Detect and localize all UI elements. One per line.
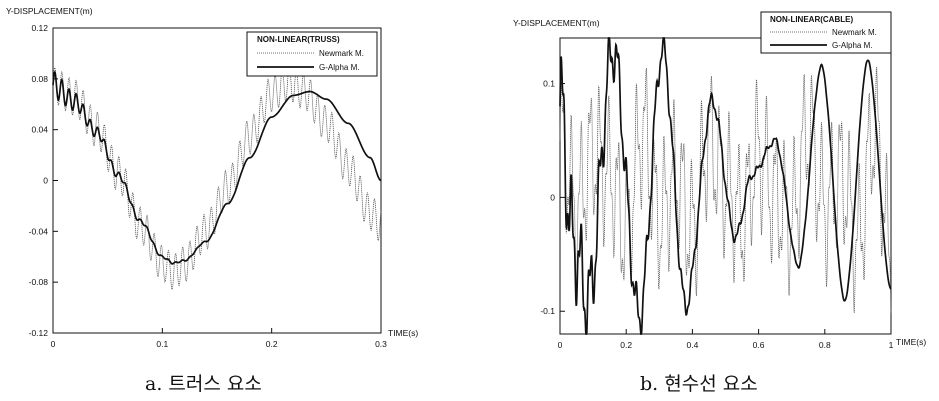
chart-cable-xtick-label: 0.4 [686,340,698,350]
chart-cable-plot-frame [559,37,892,335]
chart-cable-ytick-label: -0.1 [540,306,555,316]
chart-truss-legend: NON-LINEAR(TRUSS) Newmark M. G-Alpha M. [246,31,378,77]
chart-cable-xlabel: TIME(s) [896,337,926,347]
chart-truss-series-newmark-line [52,64,382,291]
chart-cable-ytick-label: 0 [550,192,555,202]
chart-truss-ytick-label: 0.12 [31,23,48,33]
chart-truss-legend-newmark-label: Newmark M. [319,49,364,58]
chart-cable-xtick-label: 0.8 [819,340,831,350]
chart-truss-y-ticks: 0.12 0.08 0.04 0 -0.04 -0.08 -0.12 [29,23,58,338]
chart-cable-legend-title: NON-LINEAR(CABLE) [770,15,853,24]
chart-cable-series-galpha-line [559,37,892,335]
chart-cable-ylabel: Y-DISPLACEMENT(m) [513,18,600,28]
chart-cable-xtick-label: 1 [889,340,894,350]
chart-truss-caption: a. 트러스 요소 [145,373,262,395]
chart-truss-ytick-label: 0.08 [31,74,48,84]
chart-truss-ytick-label: -0.12 [29,328,49,338]
chart-truss-xtick-label: 0.1 [156,339,168,349]
chart-truss-legend-galpha-label: G-Alpha M. [319,63,359,72]
chart-truss-ytick-label: 0.04 [31,125,48,135]
chart-cable-xtick-label: 0 [558,340,563,350]
chart-truss-xtick-label: 0.2 [266,339,278,349]
chart-cable-ytick-label: 0.1 [543,79,555,89]
chart-cable-series [559,37,892,335]
chart-cable-xtick-label: 0.6 [753,340,765,350]
chart-truss-xtick-label: 0.3 [375,339,387,349]
chart-truss-ytick-label: 0 [43,176,48,186]
chart-cable-y-ticks: 0.1 0 -0.1 [540,79,565,316]
chart-cable-xtick-label: 0.2 [620,340,632,350]
chart-cable-caption: b. 현수선 요소 [640,373,758,395]
chart-cable-legend-newmark-label: Newmark M. [832,28,877,37]
chart-cable-legend-box [760,11,892,54]
chart-truss-series [52,64,382,291]
chart-cable-legend: NON-LINEAR(CABLE) Newmark M. G-Alpha M. [760,11,892,54]
chart-truss-series-galpha-line [52,70,382,265]
chart-truss-legend-title: NON-LINEAR(TRUSS) [257,35,340,44]
chart-truss-ylabel: Y-DISPLACEMENT(m) [6,6,93,16]
chart-cable: Y-DISPLACEMENT(m) 0.1 0 -0.1 0 0.2 0.4 0.6 0.8… [513,11,926,395]
chart-truss-xlabel: TIME(s) [388,328,418,338]
chart-cable-legend-galpha-label: G-Alpha M. [832,41,872,50]
chart-truss-ytick-label: -0.08 [29,277,49,287]
chart-truss-x-ticks: 0 0.1 0.2 0.3 [51,328,387,349]
chart-truss-xtick-label: 0 [51,339,56,349]
chart-truss-ytick-label: -0.04 [29,226,49,236]
chart-cable-x-ticks: 0 0.2 0.4 0.6 0.8 1 [558,329,894,350]
chart-truss-legend-box [246,31,378,77]
chart-truss: Y-DISPLACEMENT(m) 0.12 0.08 0.04 0 -0.04 -0.0… [6,6,418,395]
